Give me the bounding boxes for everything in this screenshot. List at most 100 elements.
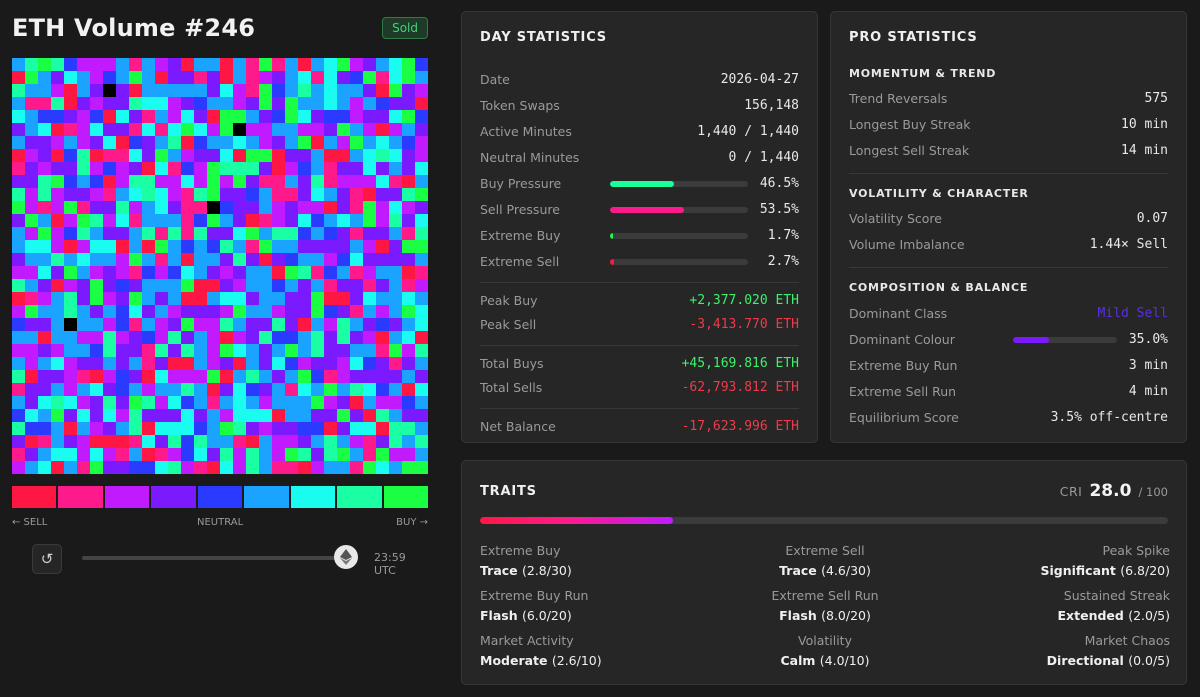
stat-row-equilibrium-score: Equilibrium Score 3.5% off-centre xyxy=(849,410,1168,425)
trait-value: Trace (2.8/30) xyxy=(480,563,572,578)
time-slider-handle[interactable] xyxy=(334,545,358,569)
trait-value: Significant (6.8/20) xyxy=(1040,563,1170,578)
grid-cell xyxy=(376,435,390,449)
grid-cell xyxy=(402,409,416,423)
grid-cell xyxy=(129,331,143,345)
grid-cell xyxy=(376,110,390,124)
grid-cell xyxy=(402,422,416,436)
grid-cell xyxy=(376,396,390,410)
grid-cell xyxy=(350,344,364,358)
grid-cell xyxy=(168,253,182,267)
grid-cell xyxy=(155,188,169,202)
grid-cell xyxy=(90,162,104,176)
grid-cell xyxy=(389,188,403,202)
grid-cell xyxy=(298,383,312,397)
grid-cell xyxy=(233,123,247,137)
trait-label: Sustained Streak xyxy=(1063,588,1170,603)
grid-cell xyxy=(155,110,169,124)
sell-label: ← SELL xyxy=(12,517,48,528)
grid-cell xyxy=(363,383,377,397)
grid-cell xyxy=(168,435,182,449)
grid-cell xyxy=(402,188,416,202)
grid-cell xyxy=(233,435,247,449)
grid-cell xyxy=(64,71,78,85)
grid-cell xyxy=(181,266,195,280)
grid-cell xyxy=(220,58,234,72)
grid-cell xyxy=(402,227,416,241)
grid-cell xyxy=(129,71,143,85)
grid-cell xyxy=(194,227,208,241)
grid-cell xyxy=(298,175,312,189)
grid-cell xyxy=(259,240,273,254)
grid-cell xyxy=(337,357,351,371)
grid-cell xyxy=(181,149,195,163)
grid-cell xyxy=(64,344,78,358)
grid-cell xyxy=(25,136,39,150)
grid-cell xyxy=(298,318,312,332)
grid-cell xyxy=(64,318,78,332)
grid-cell xyxy=(402,266,416,280)
grid-cell xyxy=(220,188,234,202)
grid-cell xyxy=(415,409,428,423)
grid-cell xyxy=(116,331,130,345)
grid-cell xyxy=(337,253,351,267)
grid-cell xyxy=(194,305,208,319)
grid-cell xyxy=(311,240,325,254)
ethereum-icon xyxy=(340,549,352,565)
grid-cell xyxy=(298,331,312,345)
grid-cell xyxy=(298,123,312,137)
grid-cell xyxy=(415,136,428,150)
grid-cell xyxy=(376,84,390,98)
grid-cell xyxy=(311,149,325,163)
grid-cell xyxy=(51,84,65,98)
grid-cell xyxy=(298,214,312,228)
grid-cell xyxy=(90,136,104,150)
grid-cell xyxy=(142,292,156,306)
grid-cell xyxy=(402,84,416,98)
grid-cell xyxy=(142,136,156,150)
stat-row-buy-pressure: Buy Pressure 46.5% xyxy=(480,176,799,191)
trait-item: Volatility Calm (4.0/10) xyxy=(710,633,940,668)
grid-cell xyxy=(350,227,364,241)
grid-cell xyxy=(12,396,26,410)
grid-cell xyxy=(155,71,169,85)
grid-cell xyxy=(298,240,312,254)
grid-cell xyxy=(311,214,325,228)
grid-cell xyxy=(194,331,208,345)
grid-cell xyxy=(415,461,428,474)
grid-cell xyxy=(259,58,273,72)
grid-cell xyxy=(220,331,234,345)
grid-cell xyxy=(103,240,117,254)
grid-cell xyxy=(64,331,78,345)
time-slider[interactable] xyxy=(82,556,342,560)
grid-cell xyxy=(103,214,117,228)
replay-reset-button[interactable]: ↺ xyxy=(32,544,62,574)
grid-cell xyxy=(194,448,208,462)
grid-cell xyxy=(90,266,104,280)
grid-cell xyxy=(350,383,364,397)
grid-cell xyxy=(259,305,273,319)
grid-cell xyxy=(350,175,364,189)
grid-cell xyxy=(103,136,117,150)
grid-cell xyxy=(90,396,104,410)
grid-cell xyxy=(116,253,130,267)
extreme-sell-bar xyxy=(610,259,748,265)
trait-item: Extreme Sell Run Flash (8.0/20) xyxy=(710,588,940,623)
grid-cell xyxy=(389,201,403,215)
grid-cell xyxy=(337,292,351,306)
grid-cell xyxy=(337,409,351,423)
grid-cell xyxy=(415,253,428,267)
grid-cell xyxy=(51,162,65,176)
grid-cell xyxy=(389,279,403,293)
grid-cell xyxy=(181,305,195,319)
grid-cell xyxy=(155,370,169,384)
grid-cell xyxy=(181,240,195,254)
grid-cell xyxy=(12,97,26,111)
grid-cell xyxy=(376,214,390,228)
grid-cell xyxy=(363,162,377,176)
grid-cell xyxy=(116,422,130,436)
grid-cell xyxy=(376,97,390,111)
grid-cell xyxy=(324,383,338,397)
grid-cell xyxy=(337,422,351,436)
grid-cell xyxy=(194,71,208,85)
